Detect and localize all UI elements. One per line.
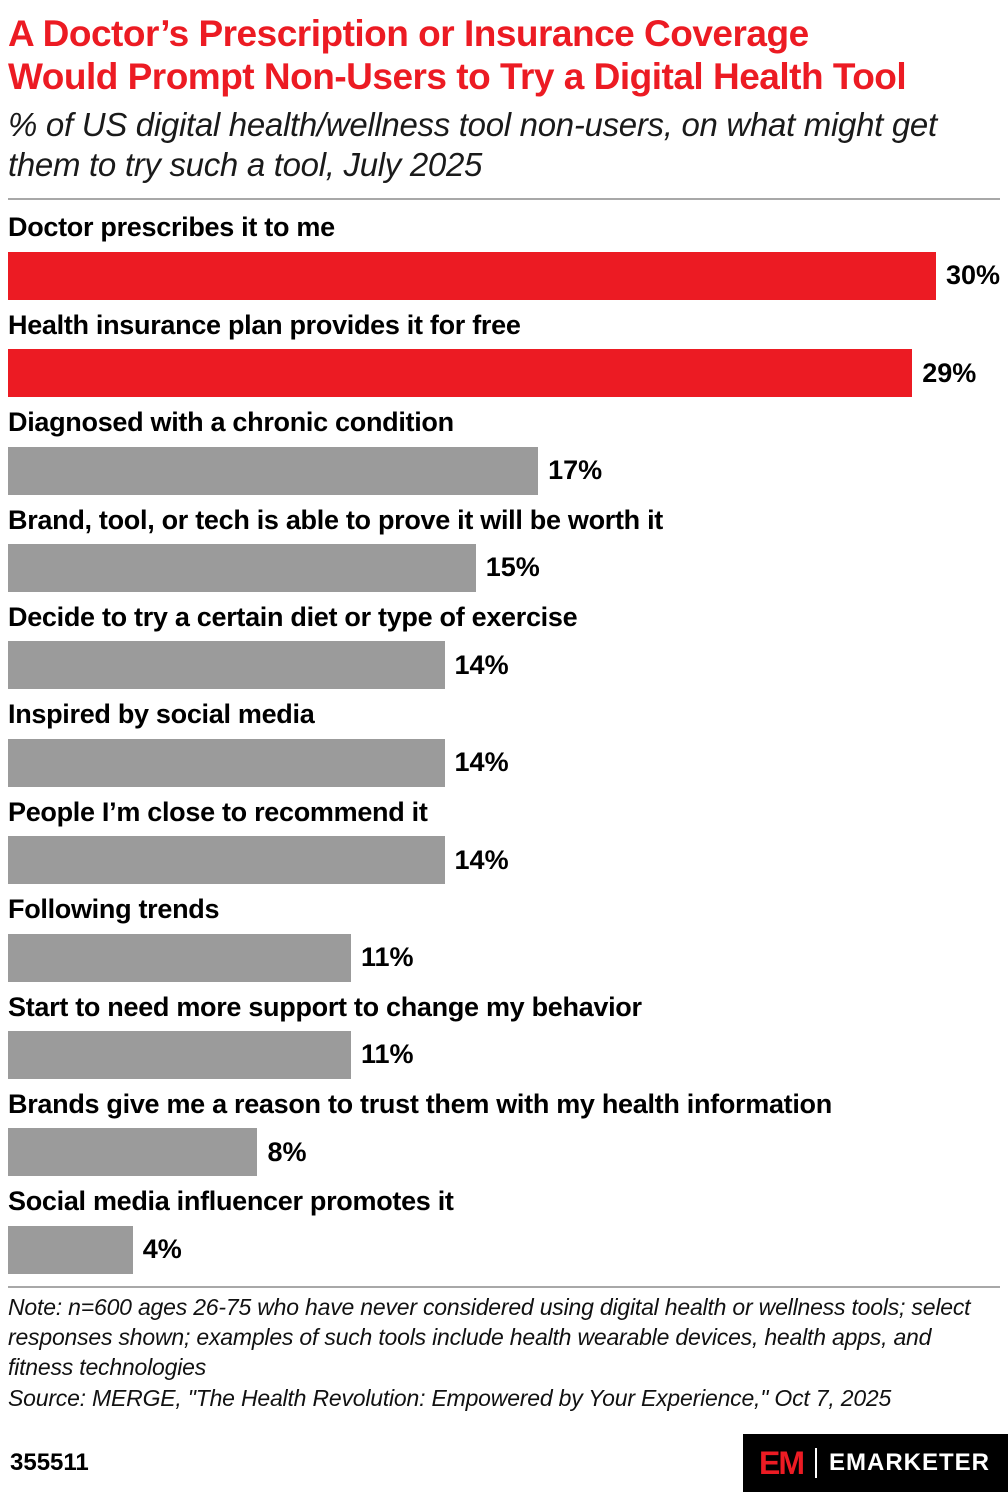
value-label: 14% (454, 747, 509, 778)
value-label: 29% (922, 357, 977, 388)
bar-line: 11% (8, 1030, 1000, 1079)
value-label: 14% (454, 649, 509, 680)
bar-line: 17% (8, 446, 1000, 495)
bar (8, 251, 936, 300)
bar-chart: Doctor prescribes it to me 30% Health in… (8, 202, 1000, 1274)
bar-line: 14% (8, 641, 1000, 690)
footnote-block: Note: n=600 ages 26-75 who have never co… (8, 1292, 1000, 1413)
bar-row: Start to need more support to change my … (8, 991, 1000, 1079)
bar-row: Decide to try a certain diet or type of … (8, 601, 1000, 690)
bar (8, 738, 445, 787)
bar-row: Brands give me a reason to trust them wi… (8, 1088, 1000, 1177)
category-label: Doctor prescribes it to me (8, 212, 335, 243)
bar (8, 641, 445, 690)
category-label: People I’m close to recommend it (8, 796, 428, 827)
footer-bar: 355511 EM EMARKETER (0, 1434, 1008, 1492)
source-text: Source: MERGE, "The Health Revolution: E… (8, 1384, 892, 1411)
category-label: Inspired by social media (8, 699, 315, 730)
value-label: 11% (361, 942, 414, 972)
value-label: 4% (142, 1234, 182, 1265)
category-label: Diagnosed with a chronic condition (8, 407, 454, 438)
bar-line: 30% (8, 251, 1000, 300)
em-icon: EM (758, 1445, 805, 1481)
bar-line: 15% (8, 543, 1000, 592)
value-label: 11% (361, 1039, 414, 1070)
value-label: 15% (485, 552, 540, 583)
bar-row: Health insurance plan provides it for fr… (8, 309, 1000, 398)
value-label: 8% (267, 1136, 307, 1167)
category-label: Decide to try a certain diet or type of … (8, 601, 578, 632)
bar (8, 1128, 258, 1177)
category-label: Following trends (8, 894, 220, 925)
value-label: 14% (454, 844, 509, 875)
category-label: Start to need more support to change my … (8, 991, 642, 1022)
chart-id: 355511 (10, 1449, 89, 1476)
bar (8, 933, 351, 982)
bar-line: 11% (8, 933, 1000, 982)
bar-row: Diagnosed with a chronic condition 17% (8, 406, 1000, 495)
category-label: Social media influencer promotes it (8, 1186, 454, 1217)
bar-row: People I’m close to recommend it 14% (8, 796, 1000, 885)
logo-divider-line (814, 1448, 817, 1478)
note-text: Note: n=600 ages 26-75 who have never co… (8, 1293, 971, 1381)
bar (8, 349, 913, 398)
chart-subtitle: % of US digital health/wellness tool non… (8, 105, 937, 184)
chart-title: A Doctor’s Prescription or Insurance Cov… (8, 12, 1000, 99)
bar (8, 543, 476, 592)
bar-row: Doctor prescribes it to me 30% (8, 211, 1000, 300)
bar-line: 14% (8, 836, 1000, 885)
emarketer-logo: EM EMARKETER (742, 1434, 1008, 1492)
bar (8, 1225, 133, 1274)
chart-title-line1: A Doctor’s Prescription or Insurance Cov… (8, 13, 809, 54)
bar-row: Social media influencer promotes it 4% (8, 1185, 1000, 1274)
bar (8, 446, 539, 495)
category-label: Brands give me a reason to trust them wi… (8, 1088, 832, 1119)
bar-row: Following trends 11% (8, 893, 1000, 982)
footnote-divider (8, 1285, 1000, 1288)
bar-row: Inspired by social media 14% (8, 698, 1000, 787)
value-label: 17% (548, 455, 603, 486)
bar-line: 14% (8, 738, 1000, 787)
category-label: Brand, tool, or tech is able to prove it… (8, 504, 663, 535)
header-divider (8, 198, 1000, 201)
value-label: 30% (945, 260, 1000, 291)
bar-line: 29% (8, 349, 1000, 398)
bar-line: 4% (8, 1225, 1000, 1274)
bar-line: 8% (8, 1128, 1000, 1177)
chart-header: A Doctor’s Prescription or Insurance Cov… (8, 12, 1000, 186)
chart-title-line2: Would Prompt Non-Users to Try a Digital … (8, 56, 907, 98)
category-label: Health insurance plan provides it for fr… (8, 309, 521, 340)
emarketer-wordmark: EMARKETER (828, 1449, 990, 1476)
bar (8, 836, 445, 885)
bar (8, 1030, 351, 1079)
bar-row: Brand, tool, or tech is able to prove it… (8, 504, 1000, 592)
